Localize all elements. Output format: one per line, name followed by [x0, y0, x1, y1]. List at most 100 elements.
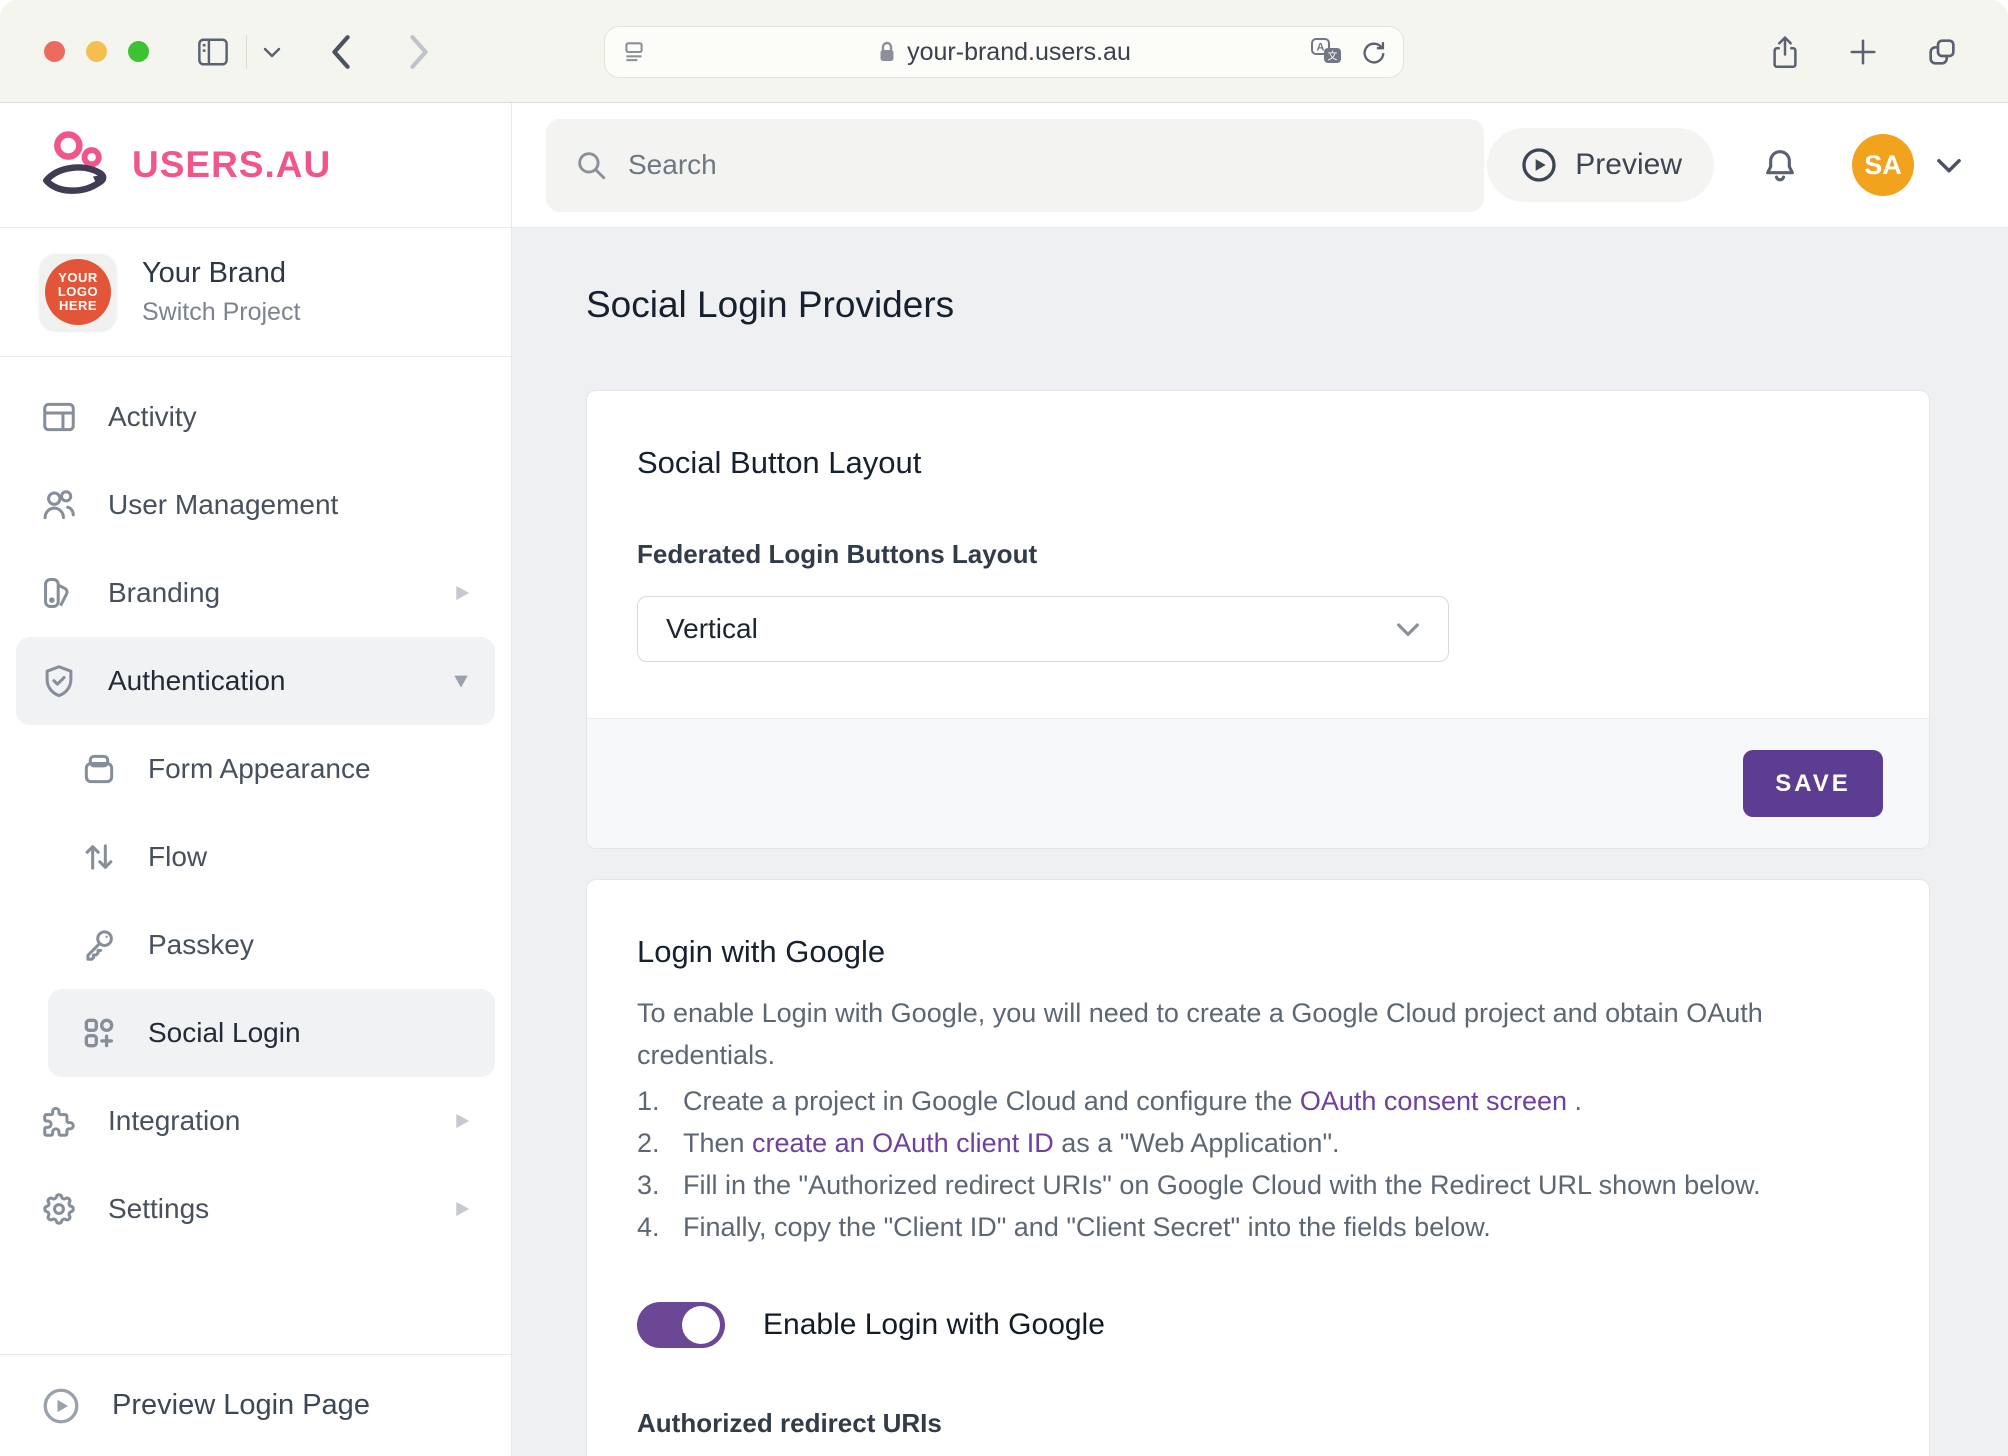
enable-google-toggle[interactable]: [637, 1302, 725, 1348]
sidebar-item-form-appearance[interactable]: Form Appearance: [48, 725, 495, 813]
sidebar-item-authentication[interactable]: Authentication: [16, 637, 495, 725]
sidebar-item-label: Authentication: [108, 665, 286, 696]
lock-icon: [877, 40, 897, 64]
sidebar-item-user-management[interactable]: User Management: [16, 461, 495, 549]
card-footer: SAVE: [587, 718, 1929, 848]
reload-icon[interactable]: [1359, 38, 1387, 66]
forward-button[interactable]: [407, 34, 431, 70]
zoom-window-button[interactable]: [128, 41, 149, 62]
notifications-bell-icon[interactable]: [1760, 145, 1800, 185]
social-button-layout-card: Social Button Layout Federated Login But…: [586, 390, 1930, 849]
sidebar-item-settings[interactable]: Settings: [16, 1165, 495, 1253]
address-bar[interactable]: your-brand.users.au A 文: [604, 26, 1404, 78]
sidebar-item-integration[interactable]: Integration: [16, 1077, 495, 1165]
step-text: Then: [683, 1128, 753, 1158]
sidebar-item-social-login[interactable]: Social Login: [48, 989, 495, 1077]
preview-button[interactable]: Preview: [1487, 128, 1714, 202]
step-text: Create a project in Google Cloud and con…: [683, 1086, 1300, 1116]
sidebar-item-passkey[interactable]: Passkey: [48, 901, 495, 989]
users-au-logo-icon: [38, 130, 122, 200]
svg-text:A: A: [1317, 42, 1325, 54]
back-button[interactable]: [329, 34, 353, 70]
enable-google-toggle-label: Enable Login with Google: [763, 1308, 1105, 1341]
step-item: 2. Then create an OAuth client ID as a "…: [637, 1122, 1879, 1164]
step-number: 3.: [637, 1170, 660, 1200]
brand-name: USERS.AU: [132, 144, 332, 185]
play-circle-icon: [1519, 145, 1559, 185]
chevron-right-icon: [453, 583, 471, 603]
puzzle-icon: [40, 1102, 78, 1140]
branding-icon: [40, 574, 78, 612]
tabs-overview-icon[interactable]: [1926, 36, 1958, 68]
step-text: as a "Web Application".: [1053, 1128, 1340, 1158]
translate-icon[interactable]: A 文: [1311, 38, 1343, 66]
search-bar[interactable]: [546, 118, 1484, 212]
content-area: Social Login Providers Social Button Lay…: [512, 228, 2008, 1456]
step-item: 3. Fill in the "Authorized redirect URIs…: [637, 1164, 1879, 1206]
traffic-lights: [44, 41, 149, 62]
sidebar-item-label: Integration: [108, 1105, 241, 1136]
sidebar-item-activity[interactable]: Activity: [16, 373, 495, 461]
layout-field-label: Federated Login Buttons Layout: [637, 539, 1038, 569]
layout-select-value: Vertical: [666, 613, 758, 644]
preview-login-page-label: Preview Login Page: [112, 1389, 370, 1421]
play-circle-icon: [40, 1385, 82, 1427]
activity-icon: [40, 398, 78, 436]
sidebar-toggle-icon[interactable]: [196, 37, 230, 67]
search-input[interactable]: [628, 149, 1456, 181]
chevron-right-icon: [453, 1111, 471, 1131]
sidebar-item-label: Form Appearance: [148, 753, 371, 784]
share-icon[interactable]: [1770, 34, 1800, 70]
minimize-window-button[interactable]: [86, 41, 107, 62]
step-number: 4.: [637, 1212, 660, 1242]
sidebar-item-label: Passkey: [148, 929, 254, 960]
project-switcher[interactable]: YOUR LOGO HERE Your Brand Switch Project: [0, 228, 511, 357]
card-title: Social Button Layout: [637, 445, 922, 480]
users-icon: [40, 486, 78, 524]
close-window-button[interactable]: [44, 41, 65, 62]
step-text: .: [1567, 1086, 1583, 1116]
sidebar-item-label: Settings: [108, 1193, 210, 1224]
google-setup-steps: 1. Create a project in Google Cloud and …: [637, 1080, 1879, 1248]
sidebar-item-flow[interactable]: Flow: [48, 813, 495, 901]
shield-check-icon: [40, 662, 78, 700]
project-logo: YOUR LOGO HERE: [40, 254, 116, 330]
divider: [246, 34, 247, 69]
login-with-google-card: Login with Google To enable Login with G…: [586, 879, 1930, 1456]
layout-select[interactable]: Vertical: [637, 596, 1449, 662]
new-tab-icon[interactable]: [1848, 37, 1878, 67]
step-item: 1. Create a project in Google Cloud and …: [637, 1080, 1879, 1122]
chevron-right-icon: [453, 1199, 471, 1219]
logo-line: HERE: [58, 298, 98, 313]
sidebar-nav: Activity User Management: [0, 357, 511, 1253]
page-title: Social Login Providers: [586, 284, 955, 325]
chevron-down-icon: [451, 673, 471, 689]
sidebar: USERS.AU YOUR LOGO HERE Your Brand Switc…: [0, 103, 512, 1456]
chevron-down-icon[interactable]: [263, 46, 281, 58]
step-text: Finally, copy the "Client ID" and "Clien…: [683, 1212, 1491, 1242]
account-chevron-down-icon[interactable]: [1936, 156, 1962, 174]
sidebar-item-label: Flow: [148, 841, 208, 872]
switch-project-link[interactable]: Switch Project: [142, 298, 301, 326]
app-logo[interactable]: USERS.AU: [0, 103, 511, 228]
card-title: Login with Google: [637, 934, 886, 969]
key-icon: [80, 926, 118, 964]
browser-chrome: your-brand.users.au A 文: [0, 0, 2008, 103]
oauth-consent-screen-link[interactable]: OAuth consent screen: [1299, 1086, 1568, 1116]
avatar[interactable]: SA: [1852, 134, 1914, 196]
svg-text:文: 文: [1328, 50, 1338, 63]
sidebar-item-label: Social Login: [148, 1017, 301, 1048]
reader-view-icon[interactable]: [621, 39, 647, 65]
redirect-uris-label: Authorized redirect URIs: [637, 1408, 942, 1438]
sidebar-item-branding[interactable]: Branding: [16, 549, 495, 637]
step-item: 4. Finally, copy the "Client ID" and "Cl…: [637, 1206, 1879, 1248]
topbar: Preview SA: [512, 103, 2008, 228]
sidebar-item-label: Activity: [108, 401, 197, 432]
create-oauth-client-id-link[interactable]: create an OAuth client ID: [752, 1128, 1054, 1158]
preview-login-page-button[interactable]: Preview Login Page: [0, 1354, 511, 1456]
step-number: 1.: [637, 1086, 660, 1116]
project-name: Your Brand: [142, 257, 287, 289]
save-button[interactable]: SAVE: [1743, 750, 1883, 817]
logo-line: LOGO: [57, 284, 99, 299]
